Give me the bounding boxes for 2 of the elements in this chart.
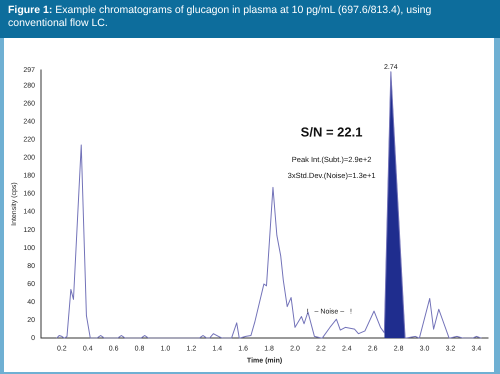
chart-title: Figure 1: Example chromatograms of glucagon in plasma at 10 pg/mL (697.6/813.4), using conventional flow LC. xyxy=(0,0,500,38)
annotation: S/N = 22.1 xyxy=(300,124,362,140)
